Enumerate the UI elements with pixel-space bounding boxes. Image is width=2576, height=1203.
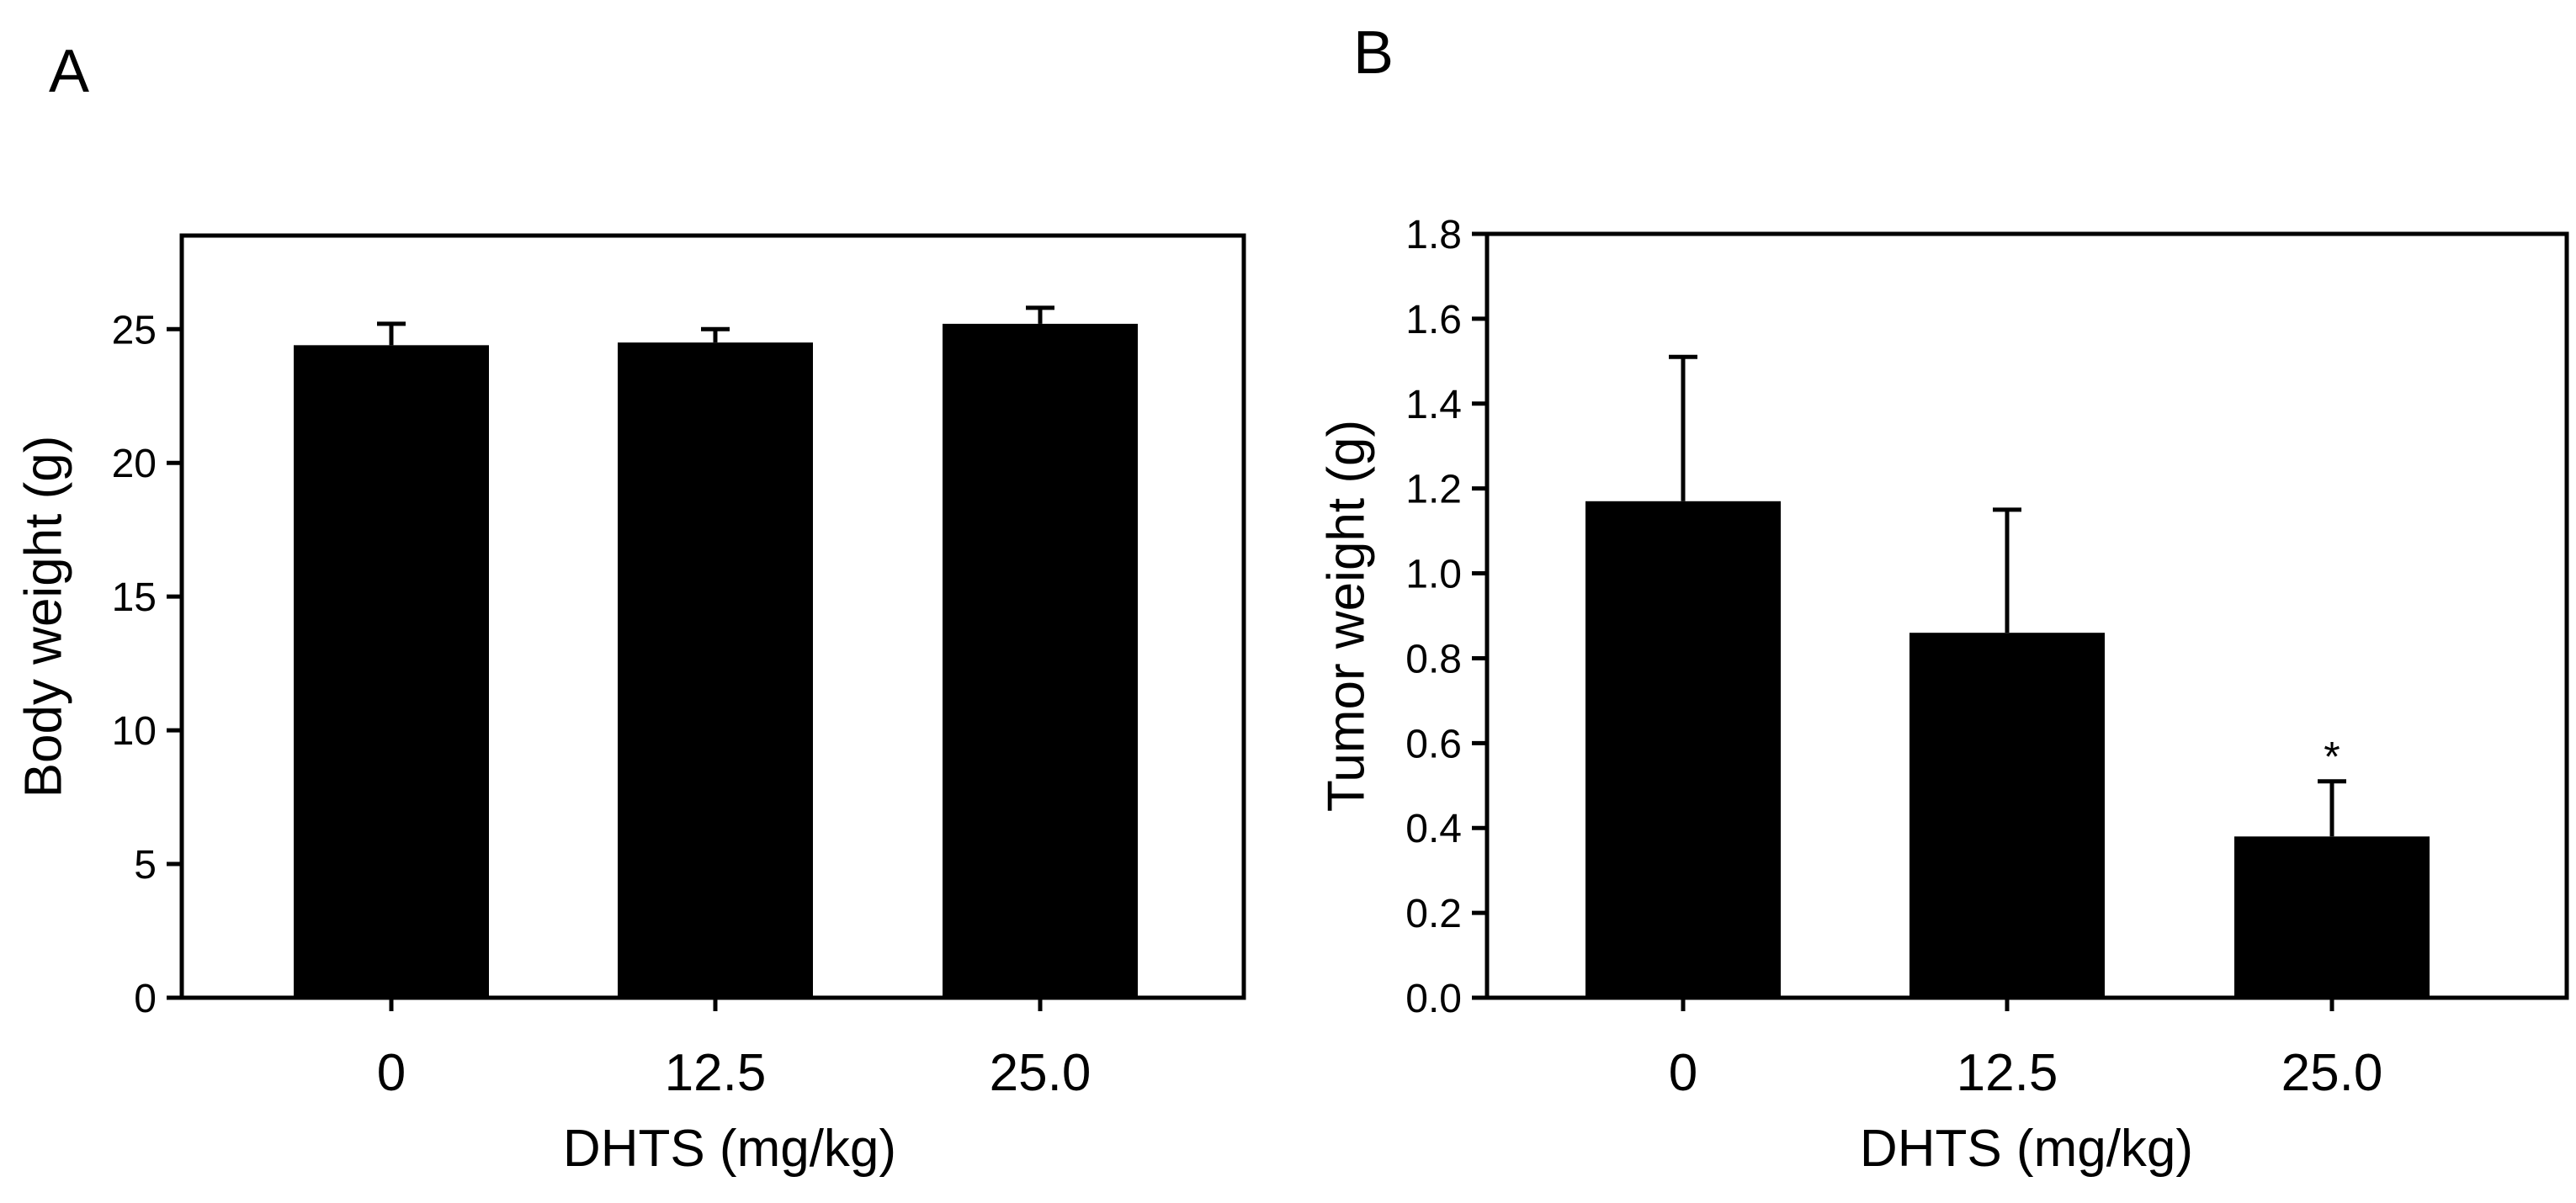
a-bar-0 [294, 345, 489, 998]
b-x-tick-label-1: 12.5 [1957, 1044, 2058, 1102]
b-y-tick-label-5: 1.0 [1405, 553, 1462, 597]
b-y-tick-label-6: 1.2 [1405, 468, 1462, 512]
a-bar-1 [618, 342, 813, 998]
a-x-tick-label-1: 12.5 [665, 1044, 767, 1102]
a-y-tick-label-0: 0 [134, 977, 157, 1021]
b-y-tick-label-9: 1.8 [1405, 213, 1462, 257]
b-y-tick-label-0: 0.0 [1405, 977, 1462, 1021]
a-y-tick-label-5: 25 [112, 308, 157, 352]
b-x-axis-label: DHTS (mg/kg) [1860, 1120, 2193, 1178]
a-y-tick-label-4: 20 [112, 442, 157, 486]
a-plot-frame [179, 233, 1246, 1000]
b-y-tick-label-3: 0.6 [1405, 722, 1462, 766]
b-y-tick-label-7: 1.4 [1405, 383, 1462, 427]
b-bar-0 [1585, 501, 1781, 998]
b-y-tick-label-1: 0.2 [1405, 892, 1462, 936]
panel-label-a: A [49, 38, 90, 105]
b-bar-2 [2234, 836, 2430, 998]
b-plot-frame [1485, 231, 2569, 1000]
b-x-tick-label-2: 25.0 [2281, 1044, 2383, 1102]
a-y-axis-label: Body weight (g) [14, 436, 72, 798]
a-x-tick-label-0: 0 [377, 1044, 406, 1102]
b-y-tick-label-2: 0.4 [1405, 807, 1462, 851]
a-y-tick-label-3: 15 [112, 575, 157, 620]
a-y-tick-label-2: 10 [112, 709, 157, 754]
panel-label-b: B [1353, 19, 1394, 87]
a-x-axis-label: DHTS (mg/kg) [563, 1120, 896, 1178]
b-bar-1 [1909, 633, 2105, 998]
b-significance-mark-2: * [2324, 734, 2340, 781]
a-bar-2 [943, 323, 1138, 998]
b-x-tick-label-0: 0 [1669, 1044, 1697, 1102]
b-y-tick-label-4: 0.8 [1405, 637, 1462, 681]
b-y-axis-label: Tumor weight (g) [1317, 420, 1375, 812]
a-x-tick-label-2: 25.0 [990, 1044, 1091, 1102]
b-y-tick-label-8: 1.6 [1405, 298, 1462, 342]
a-y-tick-label-1: 5 [134, 843, 157, 888]
